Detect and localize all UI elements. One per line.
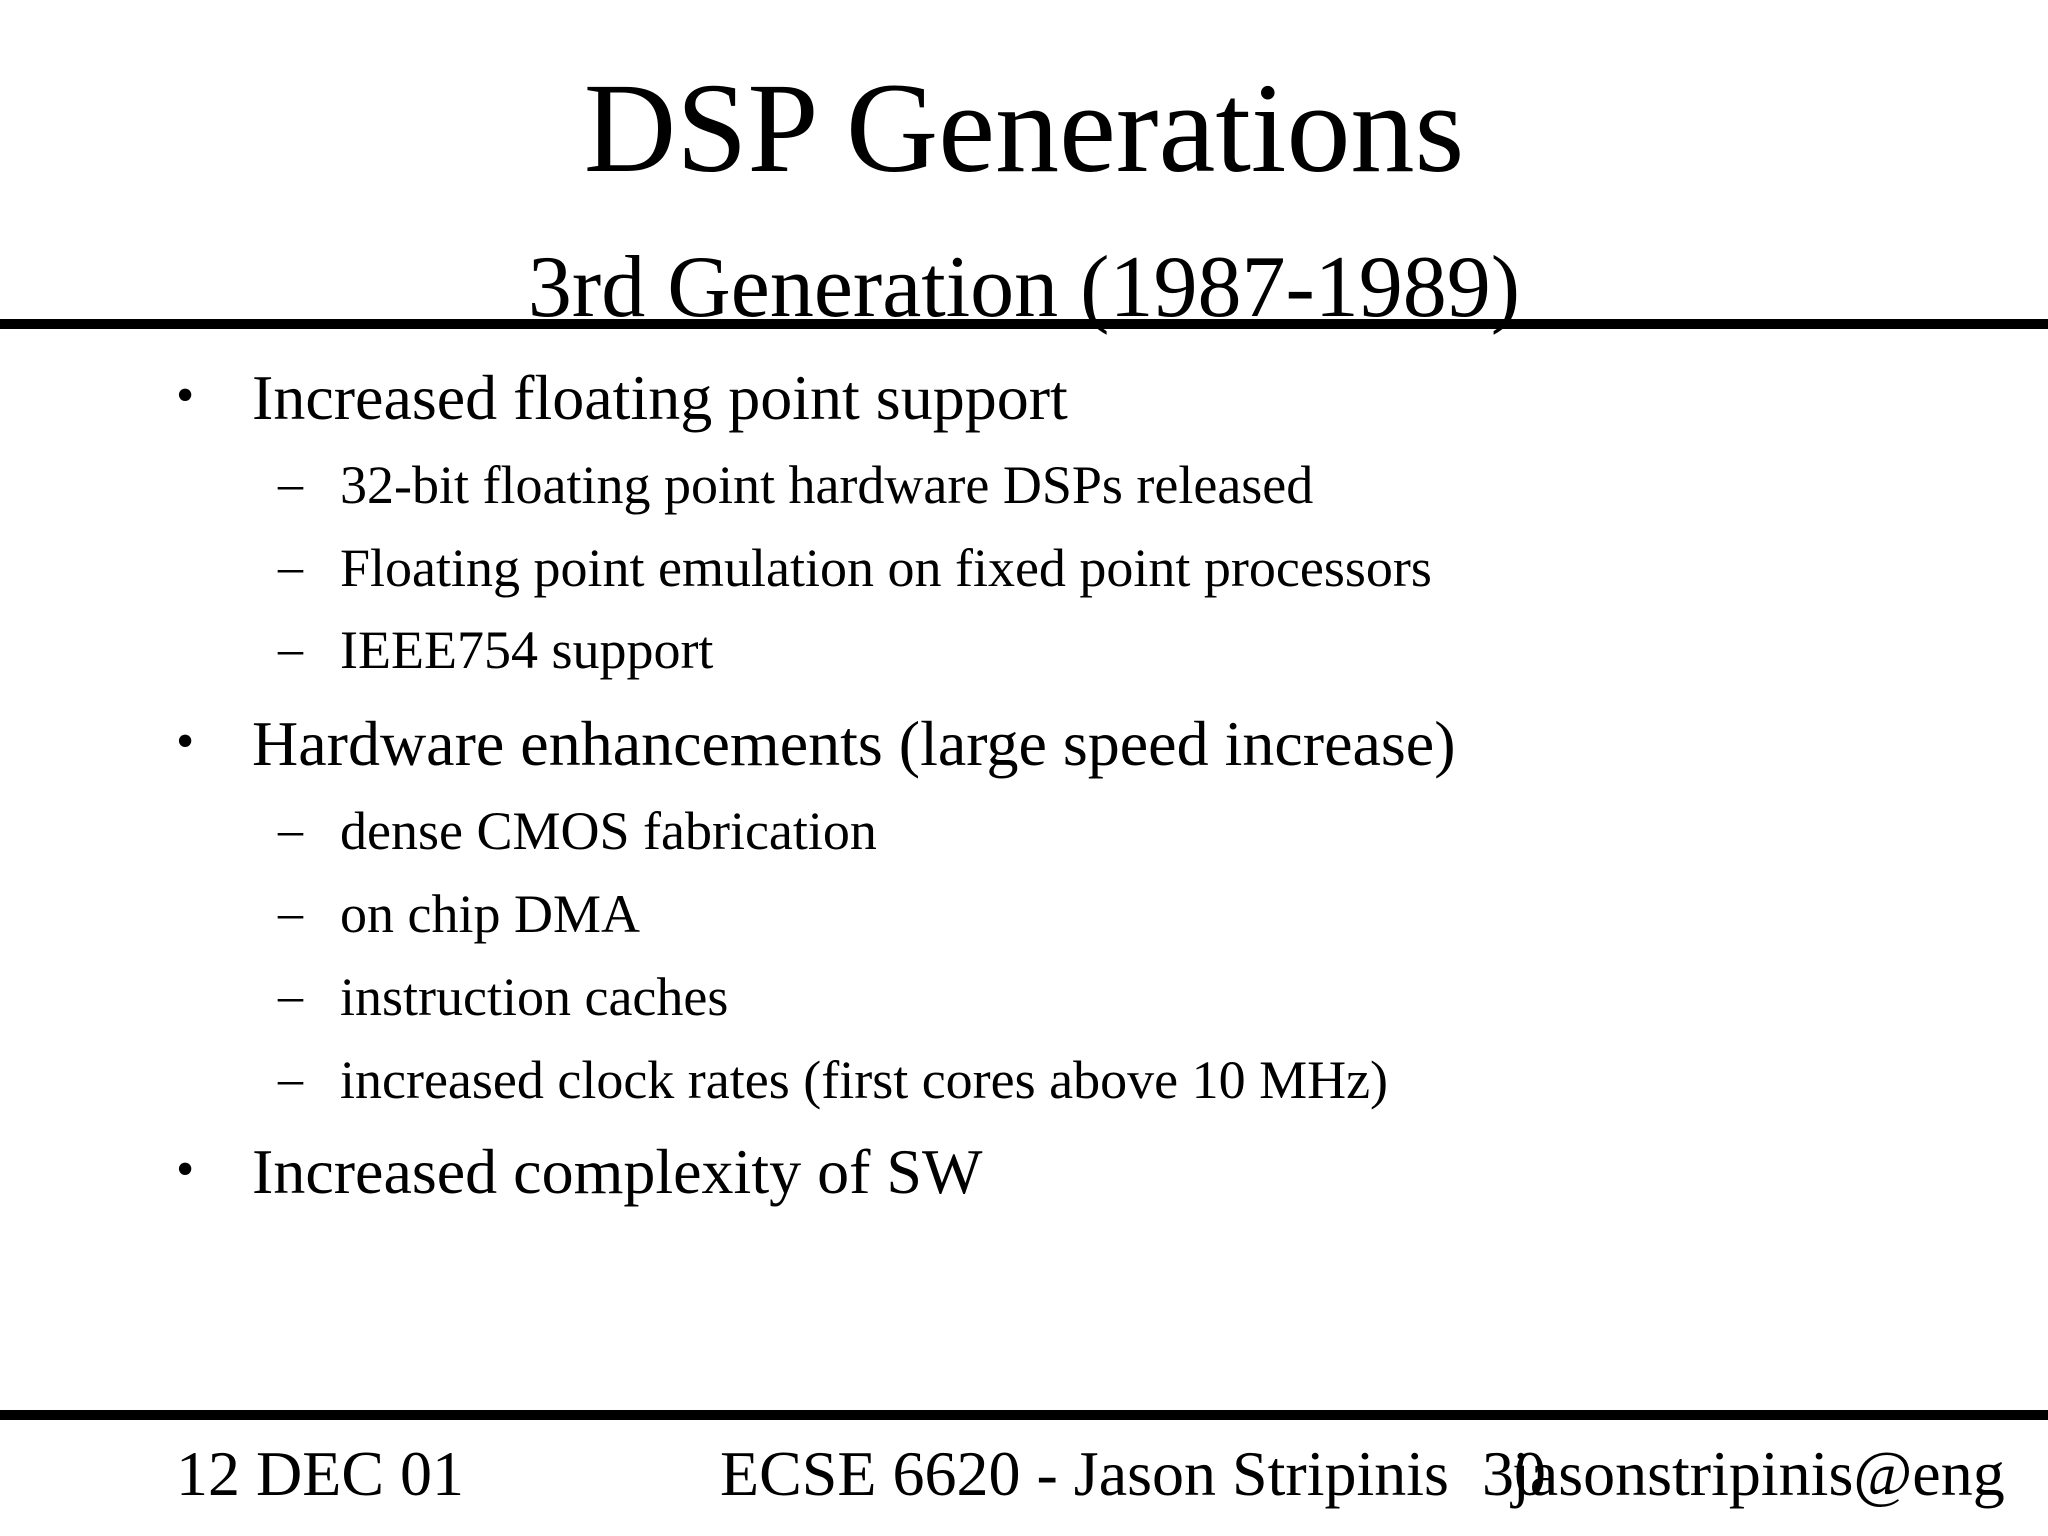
header-divider xyxy=(0,319,2048,329)
bullet-text: Hardware enhancements (large speed incre… xyxy=(252,708,1456,779)
bullet-text: Increased complexity of SW xyxy=(252,1136,983,1207)
sub-bullet-text: dense CMOS fabrication xyxy=(340,801,877,861)
footer-date: 12 DEC 01 xyxy=(176,1438,464,1509)
sub-bullet-text: instruction caches xyxy=(340,967,729,1027)
sub-bullet-marker: – xyxy=(278,967,303,1023)
slide-number: 30 xyxy=(1482,1438,1546,1509)
sub-bullet-text: IEEE754 support xyxy=(340,620,714,680)
sub-bullet-marker: – xyxy=(278,1050,303,1106)
sub-bullet-marker: – xyxy=(278,620,303,676)
bullet-text: Increased floating point support xyxy=(252,362,1068,433)
sub-bullet-marker: – xyxy=(278,801,303,857)
sub-bullet-marker: – xyxy=(278,455,303,511)
sub-bullet-text: on chip DMA xyxy=(340,884,640,944)
footer-divider xyxy=(0,1410,2048,1420)
sub-bullet-marker: – xyxy=(278,538,303,594)
sub-bullet-text: Floating point emulation on fixed point … xyxy=(340,538,1432,598)
bullet-marker: • xyxy=(176,1141,195,1198)
bullet-marker: • xyxy=(176,367,195,424)
footer-course: ECSE 6620 - Jason Stripinis xyxy=(720,1438,1449,1509)
sub-bullet-text: 32-bit floating point hardware DSPs rele… xyxy=(340,455,1314,515)
footer-email: jasonstripinis@eng xyxy=(1512,1438,2005,1509)
bullet-marker: • xyxy=(176,713,195,770)
sub-bullet-text: increased clock rates (first cores above… xyxy=(340,1050,1389,1110)
slide-title: DSP Generations xyxy=(583,57,1465,199)
bullet-list: • Increased floating point support – 32-… xyxy=(176,362,1456,1207)
slide-subtitle: 3rd Generation (1987-1989) xyxy=(527,239,1521,336)
sub-bullet-marker: – xyxy=(278,884,303,940)
